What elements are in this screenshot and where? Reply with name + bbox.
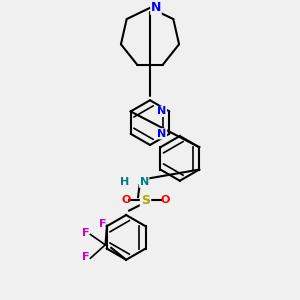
Text: F: F xyxy=(82,252,90,262)
Text: S: S xyxy=(141,194,150,207)
Text: F: F xyxy=(82,228,90,238)
Text: N: N xyxy=(157,106,167,116)
Text: N: N xyxy=(157,129,167,139)
Text: F: F xyxy=(99,219,106,229)
Text: N: N xyxy=(140,177,149,187)
Text: N: N xyxy=(151,1,161,14)
Text: O: O xyxy=(160,195,170,205)
Text: O: O xyxy=(122,195,131,205)
Text: H: H xyxy=(120,177,129,187)
